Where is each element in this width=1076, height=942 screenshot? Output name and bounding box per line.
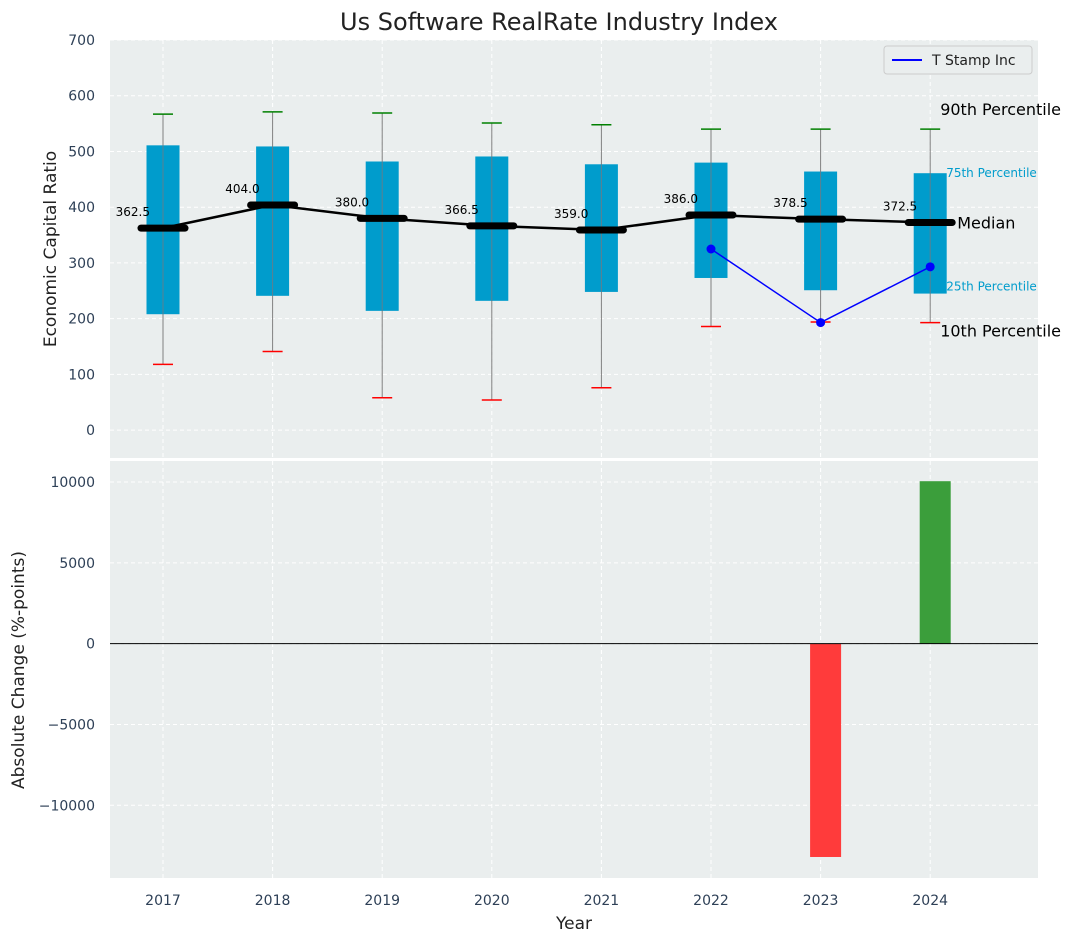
p90-label: 90th Percentile — [940, 100, 1061, 119]
x-tick-label: 2019 — [364, 893, 400, 909]
x-tick-label: 2023 — [803, 893, 839, 909]
median-value-label: 378.5 — [773, 196, 807, 210]
bottom-y-tick-label: −10000 — [39, 798, 95, 814]
change-bars — [810, 481, 951, 857]
top-y-tick-label: 500 — [68, 144, 95, 160]
top-y-tick-label: 600 — [68, 89, 95, 105]
x-ticks: 2017 2018 2019 2020 2021 2022 2023 2024 — [145, 893, 948, 909]
p10-label: 10th Percentile — [940, 322, 1061, 341]
p75-label: 75th Percentile — [946, 166, 1037, 180]
bottom-y-ticks: −10000 −5000 0 5000 10000 — [39, 475, 95, 814]
top-y-tick-label: 700 — [68, 33, 95, 49]
change-bar — [810, 643, 842, 857]
median-value-label: 359.0 — [554, 207, 588, 221]
bottom-y-axis-title: Absolute Change (%-points) — [9, 551, 29, 789]
median-label: Median — [957, 214, 1015, 233]
x-tick-label: 2018 — [255, 893, 291, 909]
top-y-axis-title: Economic Capital Ratio — [41, 151, 61, 347]
top-y-ticks: 0 100 200 300 400 500 600 700 — [68, 33, 95, 439]
company-point — [706, 244, 716, 254]
chart-title: Us Software RealRate Industry Index — [340, 8, 778, 36]
change-bar — [919, 481, 951, 644]
x-tick-label: 2024 — [912, 893, 948, 909]
bottom-y-tick-label: 5000 — [59, 556, 95, 572]
legend: T Stamp Inc — [883, 45, 1033, 75]
median-value-label: 404.0 — [225, 182, 259, 196]
x-tick-label: 2021 — [584, 893, 620, 909]
company-point — [925, 262, 935, 272]
bottom-y-tick-label: 0 — [86, 637, 95, 653]
median-value-label: 380.0 — [335, 195, 369, 209]
percentile-labels: 90th Percentile 75th Percentile Median 25th… — [940, 100, 1061, 340]
x-tick-label: 2022 — [693, 893, 729, 909]
top-y-tick-label: 200 — [68, 312, 95, 328]
company-point — [816, 318, 826, 328]
top-y-tick-label: 400 — [68, 200, 95, 216]
median-value-label: 372.5 — [883, 200, 917, 214]
median-value-label: 366.5 — [444, 203, 478, 217]
company-series — [706, 244, 935, 328]
median-value-label: 362.5 — [116, 205, 150, 219]
top-y-tick-label: 100 — [68, 367, 95, 383]
x-tick-label: 2020 — [474, 893, 510, 909]
legend-entry: T Stamp Inc — [931, 53, 1016, 69]
x-tick-label: 2017 — [145, 893, 181, 909]
legend-box — [883, 45, 1033, 75]
x-axis-title: Year — [555, 914, 592, 934]
top-plot-area — [110, 40, 1038, 458]
top-y-tick-label: 300 — [68, 256, 95, 272]
bottom-y-tick-label: −5000 — [48, 717, 95, 733]
median-value-label: 386.0 — [664, 192, 698, 206]
bottom-plot-area — [110, 461, 1038, 878]
p25-label: 25th Percentile — [946, 280, 1037, 294]
box-plot-series: 362.5 404.0 380.0 366.5 359.0 386.0 378.5 372.5 — [116, 111, 956, 401]
top-y-tick-label: 0 — [86, 423, 95, 439]
bottom-y-tick-label: 10000 — [50, 475, 95, 491]
